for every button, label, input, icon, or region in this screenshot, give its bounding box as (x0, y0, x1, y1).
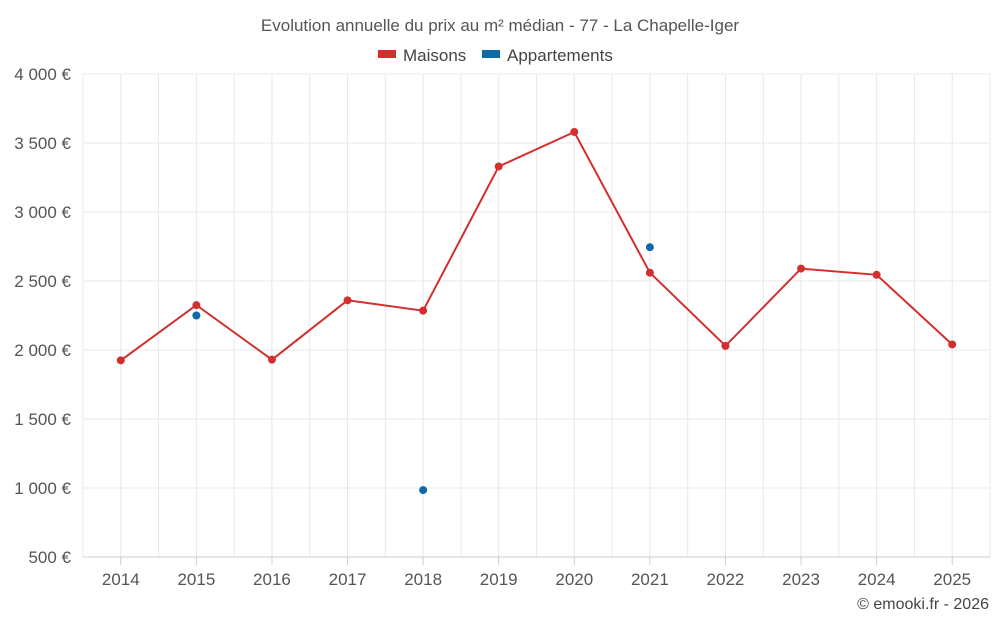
grid (82, 73, 991, 558)
data-point-maisons[interactable] (419, 306, 428, 315)
x-tick-label: 2015 (177, 570, 215, 589)
legend[interactable]: Maisons Appartements (378, 46, 613, 65)
x-tick-label: 2022 (707, 570, 745, 589)
legend-label-maisons[interactable]: Maisons (403, 46, 466, 65)
data-point-appartements[interactable] (645, 243, 654, 252)
y-tick-label: 1 000 € (14, 479, 71, 498)
chart-title: Evolution annuelle du prix au m² médian … (261, 16, 739, 35)
x-tick-label: 2019 (480, 570, 518, 589)
legend-label-appartements[interactable]: Appartements (507, 46, 613, 65)
y-axis: 4 000 € 3 500 € 3 000 € 2 500 € 2 000 € 1 500… (14, 65, 71, 567)
credit-text: © emooki.fr - 2026 (857, 596, 989, 613)
data-point-maisons[interactable] (267, 355, 276, 364)
x-tick-label: 2020 (555, 570, 593, 589)
data-point-maisons[interactable] (645, 268, 654, 277)
data-point-maisons[interactable] (116, 356, 125, 365)
y-tick-label: 3 000 € (14, 203, 71, 222)
y-tick-label: 1 500 € (14, 410, 71, 429)
x-tick-label: 2016 (253, 570, 291, 589)
data-point-maisons[interactable] (872, 270, 881, 279)
data-point-appartements[interactable] (419, 486, 428, 495)
x-tick-label: 2023 (782, 570, 820, 589)
x-tick-label: 2021 (631, 570, 669, 589)
x-tick-label: 2025 (933, 570, 971, 589)
x-axis: 2014 2015 2016 2017 2018 2019 2020 2021 2022 2023… (83, 556, 990, 589)
data-point-maisons[interactable] (570, 127, 579, 136)
legend-swatch-appartements (482, 50, 500, 58)
data-point-appartements[interactable] (192, 311, 201, 320)
y-tick-label: 2 000 € (14, 341, 71, 360)
series-layer (116, 127, 957, 495)
data-point-maisons[interactable] (948, 340, 957, 349)
y-tick-label: 500 € (28, 548, 71, 567)
data-point-maisons[interactable] (343, 296, 352, 305)
data-point-maisons[interactable] (494, 162, 503, 171)
y-tick-label: 4 000 € (14, 65, 71, 84)
x-tick-label: 2014 (102, 570, 140, 589)
series-line-maisons (120, 130, 953, 362)
x-tick-label: 2017 (329, 570, 367, 589)
data-point-maisons[interactable] (797, 264, 806, 273)
y-tick-label: 3 500 € (14, 134, 71, 153)
x-tick-label: 2024 (858, 570, 896, 589)
y-tick-label: 2 500 € (14, 272, 71, 291)
data-point-maisons[interactable] (721, 341, 730, 350)
data-point-maisons[interactable] (192, 301, 201, 310)
x-tick-label: 2018 (404, 570, 442, 589)
legend-swatch-maisons (378, 50, 396, 58)
